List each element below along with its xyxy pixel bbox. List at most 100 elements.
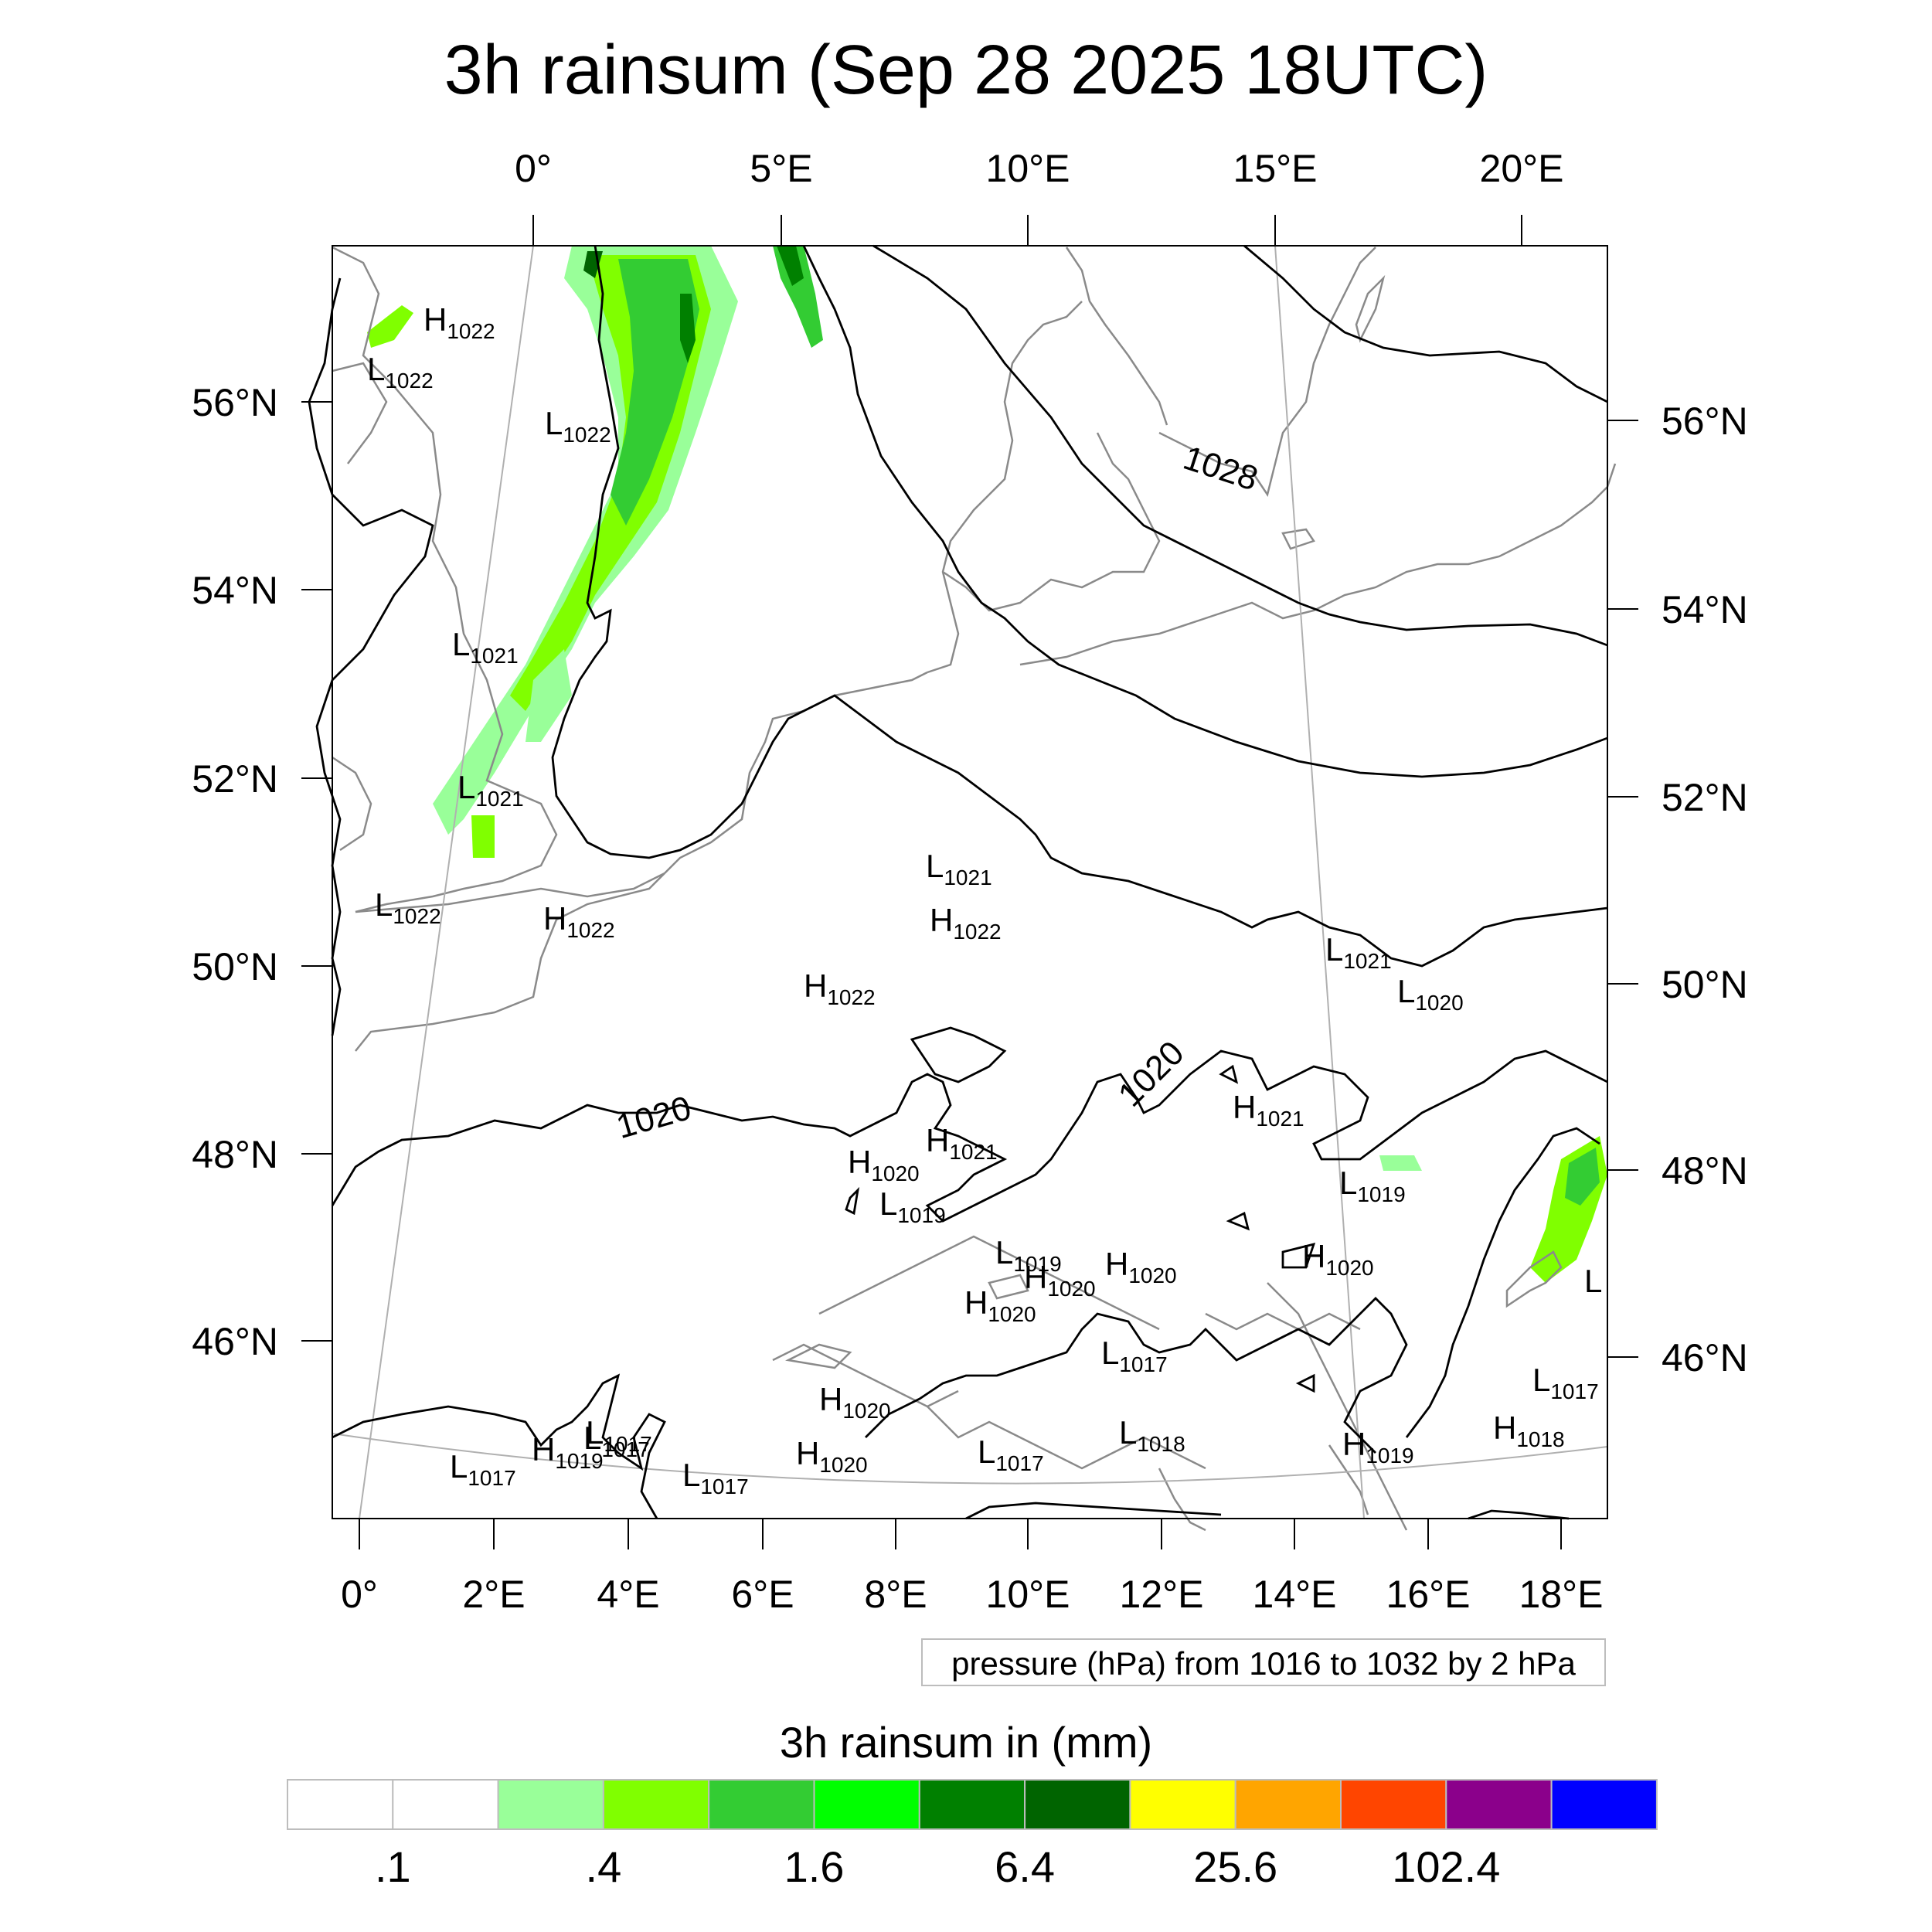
coastline-benelux [664,671,928,874]
lon-bottom-label: 0° [341,1573,378,1616]
lon-bottom-label: 6°E [731,1573,794,1616]
isobar-1018-east [1405,1127,1600,1438]
isobar-1024 [551,245,1608,968]
lon-bottom-label: 14°E [1253,1573,1337,1616]
border-italy [927,1406,1206,1470]
precip-patch-northeast [773,246,823,348]
lat-left-label: 48°N [192,1133,278,1176]
lon-bottom-label: 2°E [462,1573,525,1616]
low-pressure-label: L1021 [1325,931,1392,973]
low-pressure-label: L1022 [375,886,441,928]
lon-top-label: 5°E [750,147,812,190]
lon-top-label: 20°E [1480,147,1564,190]
high-pressure-label: H1019 [1342,1426,1414,1468]
isobar-1020-main [331,1049,1608,1223]
coastline-scotland-w [332,362,388,464]
lon-bottom-label: 12°E [1120,1573,1204,1616]
low-pressure-label: L1022 [545,405,611,447]
colorbar-tick-label: 102.4 [1392,1842,1500,1891]
coastline-baltic-south [1019,463,1617,666]
lon-top-label: 0° [515,147,552,190]
coastline-denmark [942,432,1161,612]
high-pressure-label: H1020 [819,1381,891,1423]
low-pressure-label: L1021 [457,769,524,811]
high-pressure-label: H1020 [796,1435,868,1477]
lake-geneva [785,1343,852,1369]
lon-bottom-label: 4°E [597,1573,659,1616]
tick-marks [301,215,1638,1549]
low-pressure-label: L1022 [367,351,434,393]
isobar-small-3 [1226,1211,1250,1231]
lon-bottom-label: 10°E [986,1573,1070,1616]
lake-constance [988,1274,1029,1300]
precip-patch-northeast-core [777,246,804,286]
coastline-britain-east [332,246,558,913]
lat-right-label: 56°N [1662,400,1748,443]
coastline-gotland [1355,274,1386,343]
isobar-small-6 [1295,1373,1315,1393]
high-pressure-label: H1020 [1302,1238,1374,1280]
low-pressure-label: L1017 [450,1448,516,1490]
precip-patch-czech [1379,1155,1422,1171]
coastline-adriatic [1267,1282,1408,1531]
meridian-0 [359,245,534,1519]
lat-right-label: 50°N [1662,963,1748,1006]
isobar-1028-north [872,244,1608,647]
lat-right-label: 52°N [1662,776,1748,819]
isobars [308,244,1608,1520]
border-hungary [1505,1250,1563,1308]
colorbar-box [497,1779,604,1830]
low-pressure-label: L1019 [1339,1165,1406,1206]
colorbar-box [602,1779,710,1830]
coastline-germany-north [927,301,1083,674]
lat-right-label: 46°N [1662,1336,1748,1379]
high-pressure-label: H1021 [1233,1089,1304,1131]
high-pressure-label: H1019 [532,1431,604,1473]
low-pressure-label: L1017 [586,1414,652,1456]
isobar-bottom-2 [1468,1509,1570,1520]
lat-right-label: 54°N [1662,588,1748,631]
axis-labels: 0° 5°E 10°E 15°E 20°E 0° 2°E 4°E 6°E 8°E… [192,147,1747,1616]
coastline-istria [1328,1444,1369,1515]
precip-patch-hungary-core [1565,1148,1600,1206]
low-pressure-label: L1017 [583,1420,650,1461]
coastline-france-north [355,872,665,1052]
coastline-bornholm [1281,528,1315,550]
lon-bottom-label: 8°E [864,1573,927,1616]
coastline-ireland-sea [332,756,372,852]
coastlines [332,246,1617,1532]
lat-left-label: 54°N [192,569,278,612]
precip-patch-fl [526,649,572,742]
low-pressure-label: L [1584,1263,1602,1299]
isobar-small-1 [910,1026,1007,1083]
colorbar-box [1340,1779,1447,1830]
colorbar-box [1445,1779,1553,1830]
coastline-britain-south [355,872,665,913]
border-slovenia [1205,1312,1361,1331]
precip-shading [367,246,1607,1283]
high-pressure-label: H1020 [1105,1246,1177,1287]
precip-patch-scotland [367,305,413,348]
low-pressure-label: L1018 [1119,1414,1185,1456]
colorbar-box [1550,1779,1658,1830]
isobar-small-2 [1281,1243,1316,1269]
low-pressure-label: L1019 [879,1185,946,1227]
lon-top-label: 15°E [1233,147,1318,190]
low-pressure-label: L1021 [926,848,992,889]
colorbar-tick-label: 6.4 [995,1842,1055,1891]
isobar-small-4 [845,1186,860,1216]
lat-right-label: 48°N [1662,1149,1748,1192]
isobar-small-5 [1219,1064,1239,1084]
low-pressure-label: L1017 [1101,1335,1168,1376]
colorbar-box [918,1779,1026,1830]
graticule [332,245,1608,1519]
parallel-45n [332,1433,1608,1485]
lon-bottom-label: 16°E [1386,1573,1471,1616]
border-alps-1 [818,1235,1160,1331]
low-pressure-label: L1017 [978,1434,1044,1475]
high-pressure-label: H1022 [543,900,615,942]
high-pressure-label: H1022 [930,902,1002,944]
isobar-bottom-1 [965,1502,1222,1520]
coastline-sweden-south [1158,247,1376,498]
